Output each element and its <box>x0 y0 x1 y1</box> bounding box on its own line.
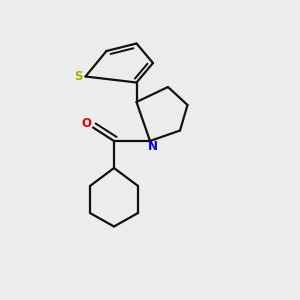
Text: N: N <box>147 140 158 153</box>
Text: O: O <box>81 117 92 130</box>
Text: S: S <box>74 70 82 83</box>
